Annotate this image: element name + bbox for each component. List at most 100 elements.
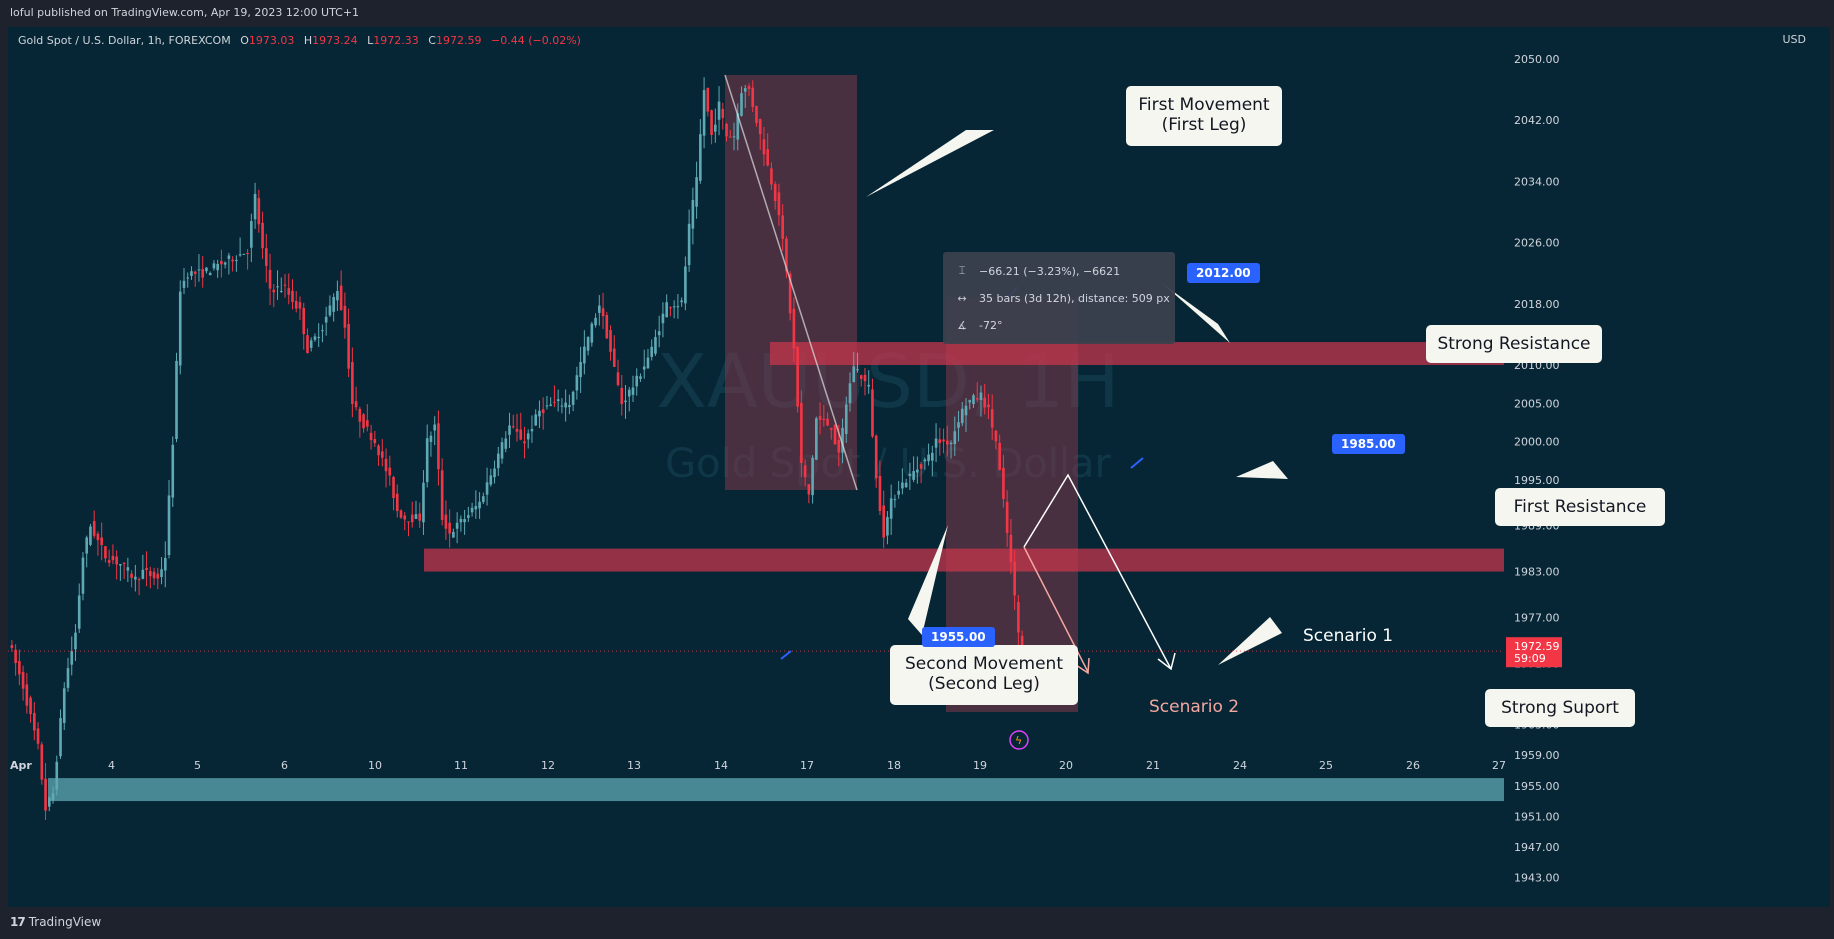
candle-body (620, 387, 624, 405)
symbol-legend: Gold Spot / U.S. Dollar, 1h, FOREXCOM O1… (18, 34, 581, 47)
candle-body (788, 273, 792, 314)
candle-body (657, 331, 661, 336)
x-tick-label: 12 (541, 759, 555, 772)
callout-strong-resistance[interactable]: Strong Resistance (1426, 325, 1602, 363)
candle-body (605, 314, 609, 339)
candle-body (1002, 467, 1005, 499)
candle-body (631, 387, 635, 395)
y-tick-label: 1943.00 (1514, 872, 1560, 885)
price-tag-1985[interactable]: 1985.00 (1332, 434, 1405, 454)
candle-body (130, 573, 133, 578)
candle-body (807, 484, 811, 495)
second-movement-line1: Second Movement (904, 654, 1063, 674)
candle-body (186, 277, 190, 279)
candle-body (553, 401, 556, 403)
candle-body (74, 632, 77, 650)
callout-strong-support[interactable]: Strong Suport (1485, 689, 1635, 727)
candle-body (81, 557, 85, 594)
candle-body (272, 289, 276, 293)
tradingview-logo-icon: 𝟭𝟳 (10, 915, 26, 929)
candle-body (336, 291, 339, 301)
x-tick-label: Apr (10, 759, 32, 772)
candle-body (339, 285, 343, 311)
candle-body (163, 557, 167, 571)
candle-body (478, 501, 481, 509)
x-tick-label: 20 (1059, 759, 1073, 772)
candle-body (654, 336, 657, 354)
candle-body (253, 193, 257, 220)
publish-text: loful published on TradingView.com, Apr … (10, 6, 360, 19)
candle-body (257, 198, 261, 225)
candle-body (104, 546, 107, 559)
flash-icon-glyph: ϟ (1015, 734, 1022, 747)
strong-support-pointer (1218, 617, 1282, 665)
candle-body (231, 259, 234, 262)
candle-body (287, 288, 291, 295)
candle-body (44, 778, 47, 811)
candle-body (134, 576, 137, 580)
candle-body (923, 459, 927, 462)
candle-body (590, 323, 594, 343)
candle-body (545, 405, 549, 407)
candle-body (190, 271, 193, 276)
x-tick-label: 11 (454, 759, 468, 772)
candle-body (975, 398, 979, 400)
candle-body (897, 490, 900, 495)
candle-body (171, 444, 175, 498)
candle-body (571, 391, 575, 405)
candle-body (467, 515, 470, 518)
change-value: −0.44 (−0.02%) (490, 34, 581, 47)
candle-body (818, 416, 822, 420)
callout-first-movement[interactable]: First Movement (First Leg) (1126, 86, 1282, 146)
footer-bar: 𝟭𝟳 TradingView (0, 907, 1834, 939)
candle-body (624, 400, 627, 403)
candle-body (968, 400, 972, 403)
candle-body (998, 442, 1001, 471)
chart-area[interactable]: XAUUSD, 1H Gold Spot / U.S. Dollar 2050.00… (8, 27, 1830, 907)
candle-body (878, 475, 882, 511)
callout-first-resistance[interactable]: First Resistance (1495, 488, 1665, 526)
candle-body (534, 414, 538, 426)
candle-body (309, 340, 313, 348)
candle-body (717, 101, 721, 120)
candle-body (912, 471, 915, 480)
candle-body (893, 499, 897, 501)
candle-body (934, 438, 938, 448)
candle-body (208, 272, 212, 276)
candle-body (953, 431, 957, 445)
candle-body (994, 430, 998, 442)
candle-body (938, 439, 942, 444)
candle-body (149, 571, 152, 577)
price-tag-1955[interactable]: 1955.00 (922, 627, 995, 647)
candle-body (728, 136, 732, 138)
vertical-range-icon: ⌶ (958, 264, 966, 277)
candle-body (650, 346, 654, 357)
symbol-title: Gold Spot / U.S. Dollar, 1h, FOREXCOM (18, 34, 231, 47)
candle-body (758, 119, 762, 135)
tradingview-brand[interactable]: 𝟭𝟳 TradingView (10, 915, 101, 929)
candle-body (362, 414, 365, 429)
candle-body (766, 149, 770, 166)
candle-body (852, 366, 856, 383)
measure-angle: -72° (979, 319, 1003, 332)
candle-body (298, 302, 302, 309)
callout-second-movement[interactable]: Second Movement (Second Leg) (890, 645, 1078, 705)
candle-body (18, 661, 21, 675)
first-resistance-zone (424, 548, 1504, 572)
candle-body (85, 537, 89, 554)
candle-body (844, 404, 848, 434)
candle-body (609, 329, 612, 352)
price-tag-2012[interactable]: 2012.00 (1187, 263, 1260, 283)
second-movement-line2: (Second Leg) (928, 674, 1040, 694)
candle-body (646, 357, 650, 369)
second-movement-pointer (908, 525, 948, 635)
candle-body (612, 348, 616, 367)
candle-body (141, 569, 145, 579)
candle-body (193, 271, 197, 274)
candle-body (751, 87, 755, 107)
candle-body (429, 435, 433, 442)
candle-body (871, 389, 874, 437)
first-resistance-pointer (1236, 461, 1288, 479)
candle-body (949, 442, 953, 445)
